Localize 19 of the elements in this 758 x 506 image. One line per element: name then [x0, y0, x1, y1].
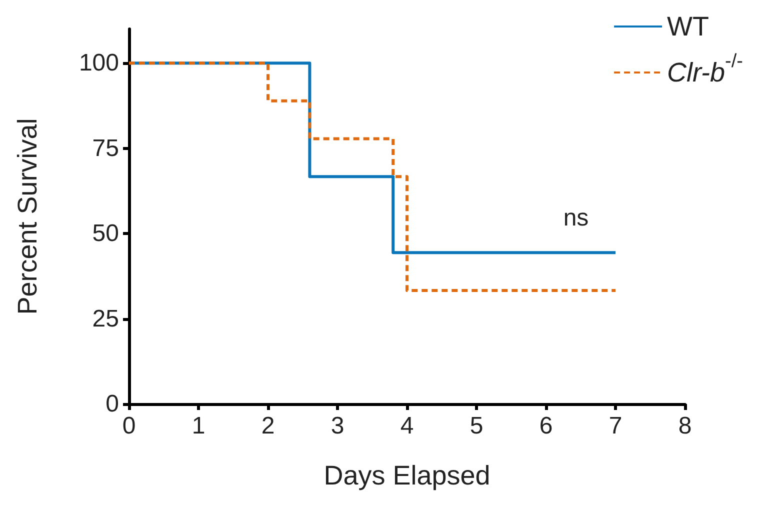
x-tick-label: 1: [192, 412, 206, 440]
y-tick-label: 100: [78, 50, 119, 77]
x-tick-label: 6: [539, 412, 553, 440]
x-axis-title: Days Elapsed: [324, 460, 490, 490]
y-axis-title: Percent Survival: [12, 118, 42, 315]
x-tick-label: 8: [678, 412, 692, 440]
x-tick-label: 4: [400, 412, 414, 440]
annotation: ns: [563, 204, 589, 232]
y-tick-label: 50: [92, 220, 119, 248]
x-tick-label: 7: [608, 412, 622, 440]
x-tick-label: 0: [122, 412, 136, 440]
x-tick-label: 3: [330, 412, 344, 440]
y-tick-label: 0: [106, 390, 119, 418]
x-tick-label: 2: [261, 412, 275, 440]
y-tick-label: 75: [92, 134, 119, 162]
y-tick-label: 25: [92, 305, 119, 332]
legend-label: Clr-b-/-: [667, 51, 744, 88]
legend-label: WT: [667, 12, 710, 42]
x-tick-label: 5: [470, 412, 484, 440]
